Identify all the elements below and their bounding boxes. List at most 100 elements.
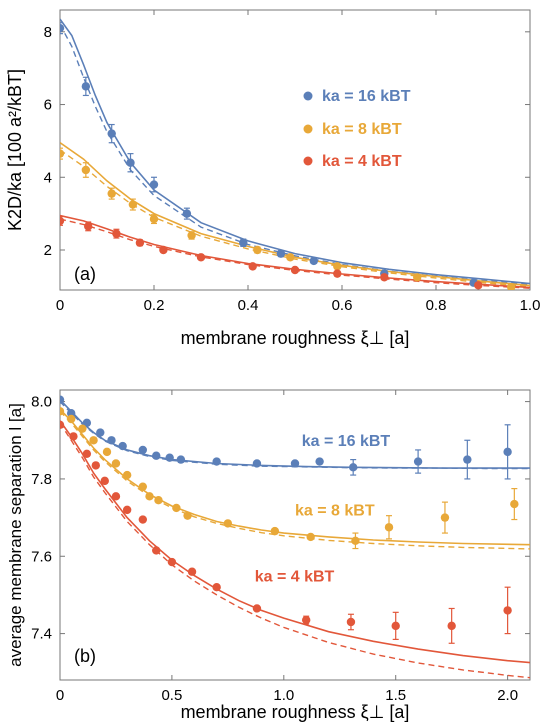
series-annotation: ka = 8 kBT [295,503,375,520]
panel-b-points [60,395,519,644]
data-point [167,557,177,567]
data-point [66,414,76,424]
data-point [126,158,135,167]
panel-b-curves [60,399,530,679]
data-point [60,420,65,429]
data-point [413,457,423,466]
panel-a-legend: ka = 16 kBT ka = 8 kBT ka = 4 kBT [303,88,411,170]
x-tick-label: 2.0 [497,687,518,704]
data-point [122,470,132,480]
series-solid-line [60,142,530,287]
legend-marker [303,124,313,134]
data-point [145,492,154,501]
data-point [78,424,87,433]
data-point [60,23,65,33]
panel-a: 0 0.2 0.4 0.6 0.8 1.0 2 4 6 8 (a) membrane roughn… [5,9,541,348]
data-point [346,617,356,627]
data-point [474,281,483,290]
series-solid-line [60,214,530,289]
series-solid-line [60,408,530,546]
legend-marker [303,156,313,166]
data-point [96,428,105,437]
x-tick-label: 0.6 [332,297,353,314]
data-point [183,511,192,520]
series-dashed-line [60,401,530,470]
panel-a-ylabel: K2D/ka [100 a²/kBT] [5,69,25,231]
data-point [306,532,315,542]
data-point [510,499,519,509]
data-point [333,269,342,278]
data-point [154,496,163,505]
data-point [107,436,116,445]
series-solid-line [60,399,530,469]
data-point [248,262,257,271]
data-point [111,459,121,468]
data-point [84,222,93,231]
data-point [89,436,98,445]
data-point [384,523,394,532]
y-tick-label: 7.4 [31,626,52,643]
data-point [82,418,92,428]
y-tick-label: 8.0 [31,394,52,411]
data-point [309,256,318,266]
series-dashed-line [60,422,530,679]
legend-marker [303,91,313,101]
data-point [149,214,159,224]
x-tick-label: 1.5 [385,687,406,704]
panel-a-ticks: 0 0.2 0.4 0.6 0.8 1.0 2 4 6 8 [44,10,541,314]
y-tick-label: 7.8 [31,471,52,488]
data-point [60,216,65,226]
data-point [118,441,127,451]
data-point [223,519,233,528]
data-point [107,129,116,138]
data-point [128,200,138,209]
data-point [440,513,450,522]
y-tick-label: 4 [44,169,52,186]
panel-a-label: (a) [74,264,96,284]
data-point [152,451,161,460]
data-point [315,457,324,466]
data-point [172,503,181,513]
data-point [112,229,121,238]
panel-a-xlabel: membrane roughness ξ⊥ [a] [181,328,410,348]
panel-b-xlabel: membrane roughness ξ⊥ [a] [181,702,410,722]
panel-b-annotations: ka = 16 kBT ka = 8 kBT ka = 4 kBT [255,433,391,585]
x-tick-label: 0.5 [161,687,182,704]
data-point [380,273,389,282]
panel-a-frame [59,9,531,291]
x-tick-label: 1.0 [520,297,541,314]
x-tick-label: 0 [56,297,64,314]
data-point [165,453,174,462]
data-point [122,505,132,515]
legend-label: ka = 16 kBT [322,88,411,105]
data-point [102,447,112,457]
data-point [138,482,148,491]
data-point [100,476,109,486]
data-point [413,273,422,282]
panel-b-ticks: 0 0.5 1.0 1.5 2.0 7.4 7.6 7.8 8.0 [31,390,530,704]
data-point [301,615,311,625]
series-dashed-line [60,218,530,289]
data-point [81,165,91,175]
data-point [507,282,516,290]
panel-a-curves [60,18,530,289]
data-point [187,231,196,240]
data-point [91,461,101,470]
data-point [290,459,300,468]
data-point [60,395,65,404]
data-point [276,249,286,258]
panel-b: 0 0.5 1.0 1.5 2.0 7.4 7.6 7.8 8.0 (b) membrane r… [6,389,531,722]
panel-b-frame [59,389,531,681]
legend-label: ka = 8 kBT [322,121,402,138]
data-point [503,447,512,457]
data-point [60,149,65,158]
data-point [348,463,358,472]
series-dashed-line [60,149,530,288]
data-point [69,432,78,441]
data-point [351,536,360,545]
data-point [182,209,192,218]
x-tick-label: 1.0 [273,687,294,704]
data-point [503,606,512,615]
data-point [107,189,116,198]
